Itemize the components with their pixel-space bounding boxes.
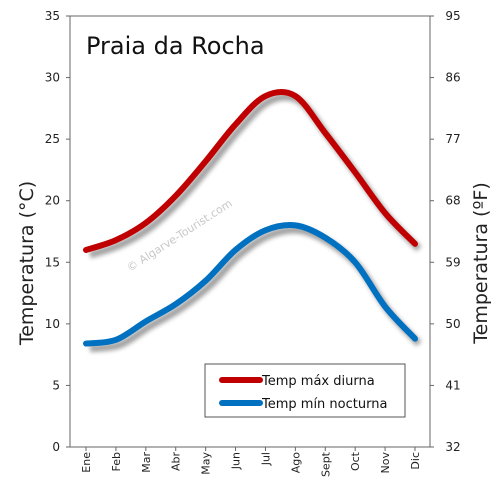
series-layer bbox=[83, 88, 422, 353]
right-tick-label: 68 bbox=[445, 194, 460, 208]
x-tick-label: Abr bbox=[170, 452, 183, 472]
y-axis-label-left: Temperatura (°C) bbox=[16, 181, 38, 346]
left-tick-label: 35 bbox=[45, 9, 60, 23]
x-axis-ticks: Ene Feb Mar Abr May Jun Jul Ago Sept Oct Nov Dic bbox=[80, 447, 422, 477]
x-tick-label: Jul bbox=[259, 452, 272, 466]
left-tick-label: 0 bbox=[52, 440, 60, 454]
x-tick-label: Ago bbox=[289, 452, 302, 474]
x-tick-label: Dic bbox=[409, 452, 422, 470]
legend: Temp máx diurna Temp mín nocturna bbox=[204, 363, 406, 418]
x-tick-label: Nov bbox=[379, 452, 392, 474]
legend-label-max: Temp máx diurna bbox=[261, 374, 375, 389]
right-tick-label: 95 bbox=[445, 9, 460, 23]
x-tick-label: Feb bbox=[110, 452, 123, 471]
right-tick-label: 59 bbox=[445, 255, 460, 269]
x-tick-label: Oct bbox=[349, 451, 362, 471]
left-tick-label: 10 bbox=[45, 317, 60, 331]
right-tick-label: 41 bbox=[445, 378, 460, 392]
y-axis-label-right: Temperatura (ºF) bbox=[470, 182, 492, 344]
x-tick-label: May bbox=[200, 452, 213, 475]
left-tick-label: 5 bbox=[52, 378, 60, 392]
left-axis-ticks: 0 5 10 15 20 25 30 35 bbox=[45, 9, 70, 454]
series-line-min bbox=[83, 222, 418, 347]
right-tick-label: 86 bbox=[445, 71, 460, 85]
legend-label-min: Temp mín nocturna bbox=[261, 397, 387, 412]
x-tick-label: Ene bbox=[80, 452, 93, 473]
series-line-max bbox=[83, 88, 418, 253]
x-tick-label: Sept bbox=[319, 451, 332, 477]
right-tick-label: 32 bbox=[445, 440, 460, 454]
right-tick-label: 50 bbox=[445, 317, 460, 331]
x-tick-label: Jun bbox=[230, 452, 243, 470]
chart-title: Praia da Rocha bbox=[86, 32, 265, 60]
left-tick-label: 15 bbox=[45, 255, 60, 269]
left-tick-label: 30 bbox=[45, 71, 60, 85]
right-axis-ticks: 32 41 50 59 68 77 86 95 bbox=[430, 9, 461, 454]
x-tick-label: Mar bbox=[140, 452, 153, 473]
left-tick-label: 20 bbox=[45, 194, 60, 208]
right-tick-label: 77 bbox=[445, 132, 460, 146]
legend-box bbox=[204, 363, 406, 418]
left-tick-label: 25 bbox=[45, 132, 60, 146]
